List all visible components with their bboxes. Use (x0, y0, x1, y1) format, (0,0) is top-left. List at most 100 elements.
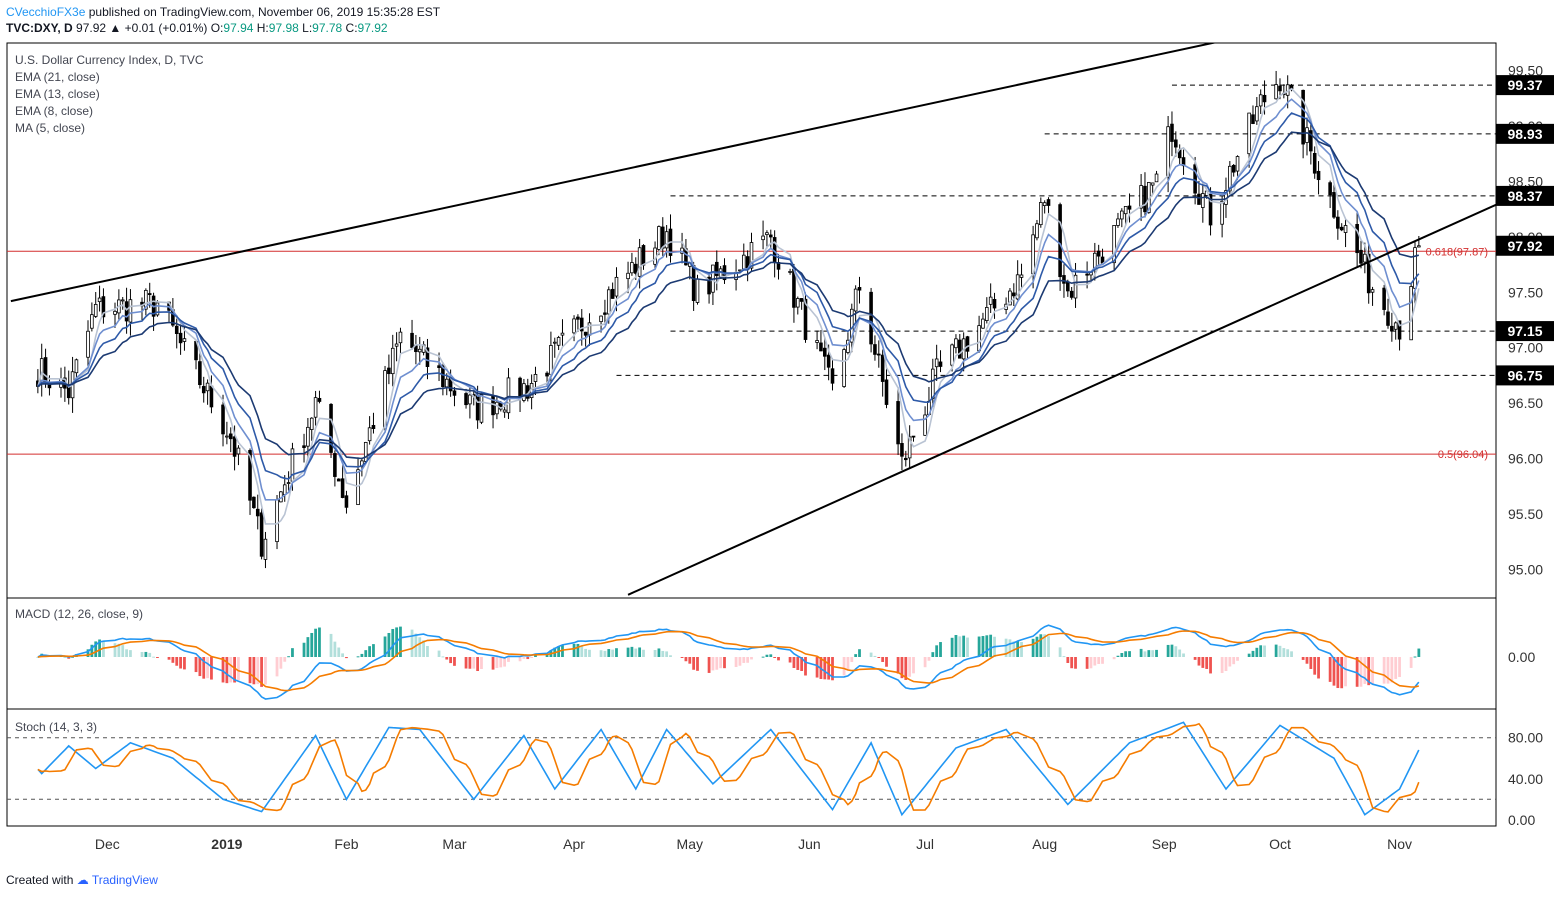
macd-histogram-bar (183, 657, 186, 670)
macd-histogram-bar (464, 657, 468, 669)
fib-level-label: 0.5(96.04) (1438, 449, 1488, 461)
candle-body (495, 401, 499, 415)
author-link[interactable]: CVecchioFX3e (6, 5, 86, 19)
macd-histogram-bar (1178, 649, 1182, 657)
candle-body (236, 447, 241, 455)
macd-histogram-bar (1201, 657, 1205, 668)
chart-area[interactable]: 95.0095.5096.0096.5097.0097.5098.0098.50… (0, 40, 1564, 870)
macd-histogram-bar (1390, 657, 1394, 683)
macd-histogram-bar (1394, 657, 1398, 679)
legend-title: U.S. Dollar Currency Index, D, TVC (15, 53, 204, 67)
macd-histogram-bar (900, 657, 904, 679)
macd-histogram-bar (1039, 634, 1043, 657)
main-legend: U.S. Dollar Currency Index, D, TVC EMA (… (15, 52, 204, 137)
candle-body (1170, 123, 1174, 142)
candle-body (904, 457, 908, 461)
macd-histogram-bar (491, 657, 495, 670)
candle-body (398, 331, 403, 344)
macd-histogram-bar (823, 657, 827, 680)
candle-body (383, 370, 387, 430)
stoch-tick-label: 80.00 (1508, 730, 1543, 746)
candle-body (560, 332, 565, 336)
legend-ema8[interactable]: EMA (8, close) (15, 104, 94, 118)
macd-histogram-bar (1097, 657, 1101, 664)
candle-body (965, 336, 970, 352)
macd-histogram-bar (1263, 645, 1266, 657)
macd-histogram-bar (518, 657, 522, 662)
candle-body (931, 368, 935, 399)
candle-body (988, 296, 993, 305)
macd-histogram-bar (1205, 657, 1209, 669)
legend-ema13[interactable]: EMA (13, close) (15, 87, 100, 101)
candle-body (583, 331, 588, 336)
macd-histogram-bar (233, 657, 236, 683)
macd-histogram-bar (607, 649, 611, 657)
macd-histogram-bar (364, 650, 368, 657)
macd-histogram-bar (1093, 657, 1097, 666)
candle-body (934, 358, 939, 368)
macd-histogram-bar (345, 657, 348, 659)
macd-histogram-bar (761, 656, 765, 658)
macd-histogram-bar (688, 657, 692, 664)
stoch-legend[interactable]: Stoch (14, 3, 3) (15, 720, 98, 734)
legend-ema21[interactable]: EMA (21, close) (15, 70, 100, 84)
macd-histogram-bar (495, 657, 499, 669)
time-axis-label: Jul (916, 836, 934, 852)
legend-ma5[interactable]: MA (5, close) (15, 121, 86, 135)
macd-histogram-bar (815, 657, 819, 678)
high-value: 97.98 (268, 21, 299, 35)
tradingview-link[interactable]: TradingView (91, 873, 158, 887)
candle-body (1390, 325, 1394, 332)
macd-histogram-bar (939, 642, 942, 657)
candle-body (954, 338, 958, 349)
trendline (627, 203, 1496, 596)
macd-histogram-bar (904, 657, 908, 680)
macd-histogram-bar (950, 637, 954, 657)
candle-body (1193, 164, 1197, 194)
macd-legend[interactable]: MACD (12, 26, close, 9) (15, 607, 144, 621)
candle-body (1251, 114, 1255, 124)
macd-histogram-bar (453, 657, 456, 666)
candle-body (657, 226, 661, 250)
macd-histogram-bar (723, 657, 726, 669)
candle-body (911, 435, 916, 438)
macd-histogram-bar (854, 654, 858, 657)
candle-body (869, 291, 873, 345)
candle-body (1262, 94, 1267, 103)
candle-body (626, 272, 630, 280)
stoch-tick-label: 0.00 (1508, 812, 1535, 828)
candle-body (1096, 250, 1101, 257)
level-label-box (1496, 321, 1554, 342)
macd-histogram-bar (356, 656, 360, 658)
macd-histogram-bar (140, 652, 144, 657)
macd-histogram-bar (1317, 657, 1320, 679)
candle-body (74, 359, 79, 374)
candle-body (363, 442, 368, 462)
level-label-box (1496, 75, 1554, 96)
candle-body (1382, 287, 1386, 310)
macd-histogram-bar (1286, 649, 1290, 657)
macd-histogram-bar (588, 649, 591, 657)
candle-body (228, 433, 233, 440)
candle-body (576, 316, 580, 320)
change-text: +0.01 (+0.01%) (124, 21, 208, 35)
candle-body (1312, 152, 1317, 174)
macd-histogram-bar (669, 655, 672, 657)
macd-histogram-bar (206, 657, 209, 679)
candle-body (761, 235, 765, 241)
candle-body (1255, 106, 1259, 122)
macd-histogram-bar (360, 653, 364, 657)
candle-body (43, 357, 48, 383)
candle-body (441, 365, 445, 387)
candle-body (545, 372, 549, 377)
candle-body (1143, 185, 1147, 213)
candle-body (842, 349, 846, 387)
candle-body (695, 278, 700, 303)
candle-body (992, 298, 997, 309)
candle-body (259, 512, 264, 557)
macd-histogram-bar (1340, 657, 1344, 689)
ema21-line (37, 131, 1420, 460)
candle-body (1139, 185, 1143, 209)
candle-body (1031, 234, 1035, 275)
macd-histogram-bar (800, 657, 804, 671)
